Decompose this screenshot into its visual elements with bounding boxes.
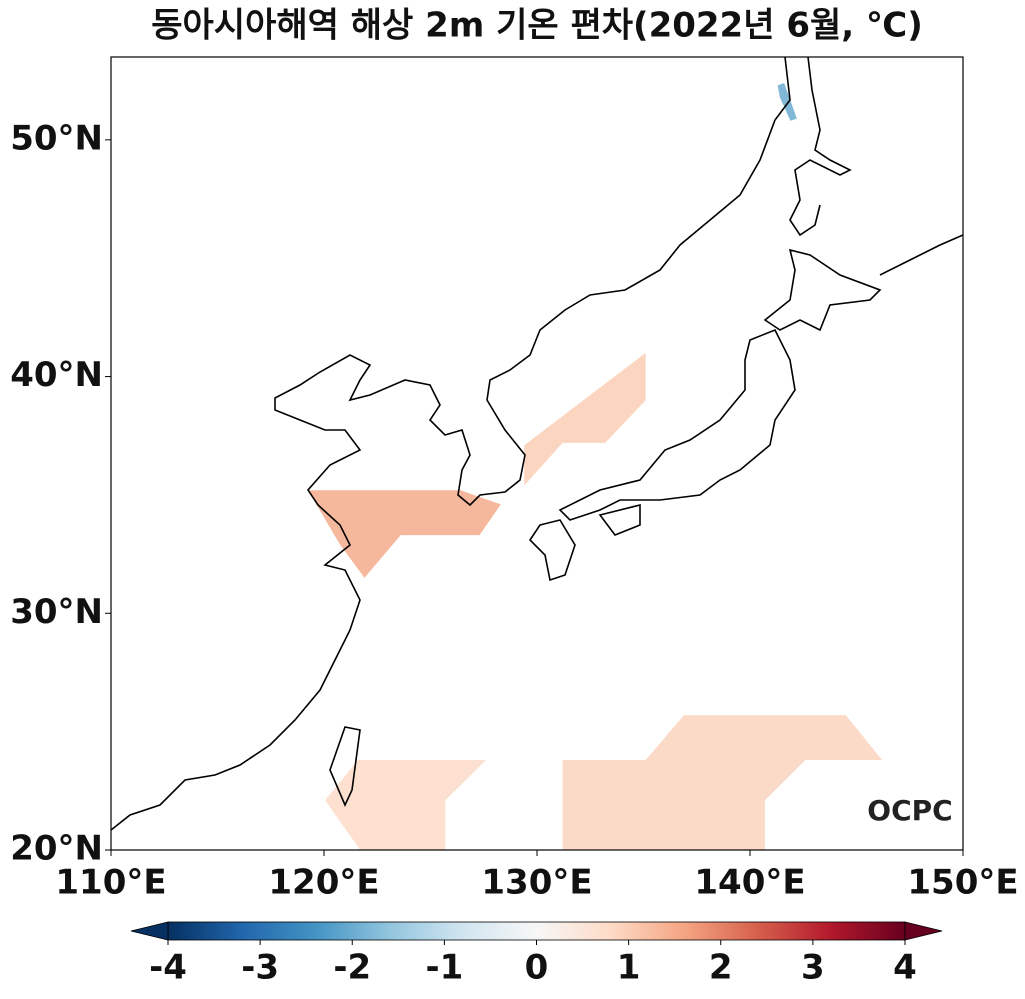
y-tick-label: 50°N (10, 118, 103, 158)
y-tick-label: 40°N (10, 355, 103, 395)
coastlines (111, 57, 963, 831)
y-tick-label: 20°N (10, 829, 103, 869)
anomaly-region (562, 715, 883, 850)
coastline (598, 503, 641, 536)
map-title: 동아시아해역 해상 2m 기온 편차(2022년 6월, ℃) (151, 6, 922, 46)
x-tick-label: 140°E (694, 863, 805, 903)
colorbar-tick-label: -1 (425, 948, 463, 988)
colorbar-extend-high (904, 921, 943, 941)
coastline (879, 234, 963, 276)
x-tick-label: 150°E (907, 863, 1018, 903)
x-tick-label: 110°E (55, 863, 166, 903)
colorbar-tick-label: 3 (801, 948, 825, 988)
coastline (763, 248, 882, 332)
x-tick-label: 130°E (481, 863, 592, 903)
colorbar-tick-label: -3 (241, 948, 279, 988)
colorbar-tick-label: 1 (617, 948, 641, 988)
colorbar-tick-label: 2 (709, 948, 733, 988)
colorbar-body (167, 921, 906, 941)
coastline (789, 57, 852, 237)
anomaly-layer (308, 83, 883, 850)
coastline (528, 519, 576, 582)
coastline (558, 328, 796, 521)
colorbar: -4 -3 -2 -1 0 1 2 3 4 (130, 921, 943, 988)
coastline (329, 726, 361, 807)
anomaly-region (777, 83, 797, 121)
anomaly-region (308, 490, 501, 578)
y-tick-label: 30°N (10, 592, 103, 632)
x-tick-label: 120°E (268, 863, 379, 903)
colorbar-extend-low (130, 921, 169, 941)
colorbar-tick-label: 0 (525, 948, 549, 988)
colorbar-tick-label: -2 (333, 948, 371, 988)
logo: OCPC (867, 794, 952, 827)
coastline (111, 57, 791, 831)
colorbar-tick-label: 4 (893, 948, 917, 988)
anomaly-region (524, 352, 646, 486)
anomaly-region (325, 760, 486, 850)
colorbar-tick-label: -4 (149, 948, 187, 988)
